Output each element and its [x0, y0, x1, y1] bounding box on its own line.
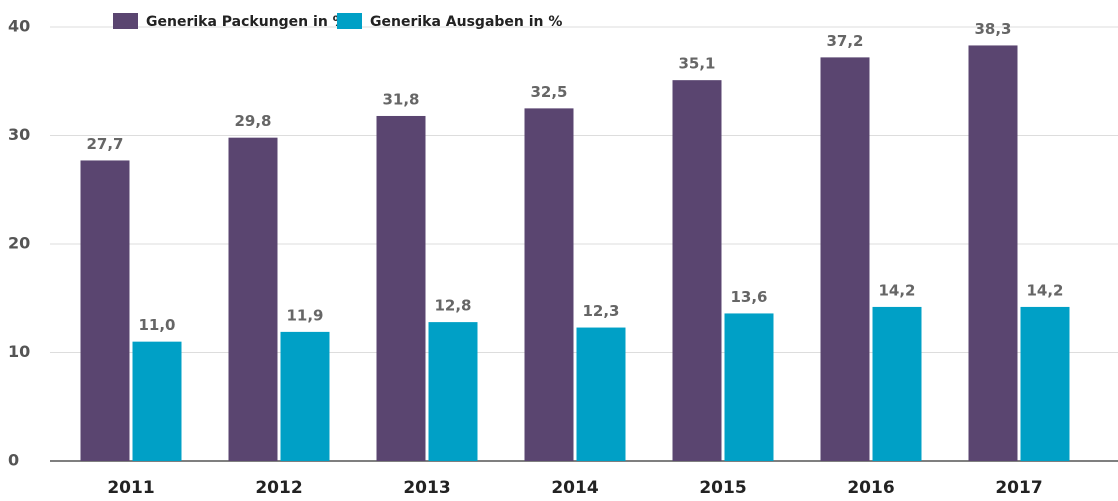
- x-tick-label: 2012: [255, 478, 302, 498]
- value-label: 32,5: [530, 83, 567, 101]
- legend-label: Generika Packungen in %: [146, 14, 347, 30]
- x-tick-label: 2011: [107, 478, 154, 498]
- value-label: 31,8: [382, 90, 419, 108]
- legend-label: Generika Ausgaben in %: [370, 14, 562, 30]
- x-tick-label: 2016: [847, 478, 894, 498]
- bar: [228, 137, 278, 462]
- x-tick-label: 2017: [995, 478, 1042, 498]
- bar: [672, 80, 722, 461]
- legend-swatch: [113, 13, 138, 29]
- y-tick-label: 30: [8, 125, 30, 144]
- bar: [132, 341, 182, 461]
- bar: [80, 160, 130, 461]
- x-tick-label: 2015: [699, 478, 746, 498]
- value-label: 35,1: [678, 55, 715, 73]
- y-tick-label: 40: [8, 17, 30, 36]
- x-tick-label: 2014: [551, 478, 598, 498]
- bar: [428, 322, 478, 461]
- value-label: 12,8: [434, 297, 471, 315]
- value-label: 29,8: [234, 112, 271, 130]
- y-tick-label: 10: [8, 342, 30, 361]
- x-tick-label: 2013: [403, 478, 450, 498]
- bar: [524, 108, 574, 461]
- value-label: 14,2: [1026, 281, 1063, 299]
- y-tick-label: 20: [8, 234, 30, 253]
- value-label: 11,0: [138, 316, 175, 334]
- bar: [724, 313, 774, 461]
- value-label: 13,6: [730, 288, 767, 306]
- value-label: 14,2: [878, 281, 915, 299]
- bar: [872, 306, 922, 461]
- y-tick-label: 0: [8, 451, 19, 470]
- legend-swatch: [337, 13, 362, 29]
- value-label: 12,3: [582, 302, 619, 320]
- bar: [1020, 306, 1070, 461]
- bar: [820, 57, 870, 461]
- value-label: 27,7: [86, 135, 123, 153]
- bar: [968, 45, 1018, 461]
- bar: [280, 331, 330, 461]
- value-label: 37,2: [826, 32, 863, 50]
- bar: [576, 327, 626, 461]
- value-label: 38,3: [974, 20, 1011, 38]
- bar: [376, 115, 426, 461]
- value-label: 11,9: [286, 306, 323, 324]
